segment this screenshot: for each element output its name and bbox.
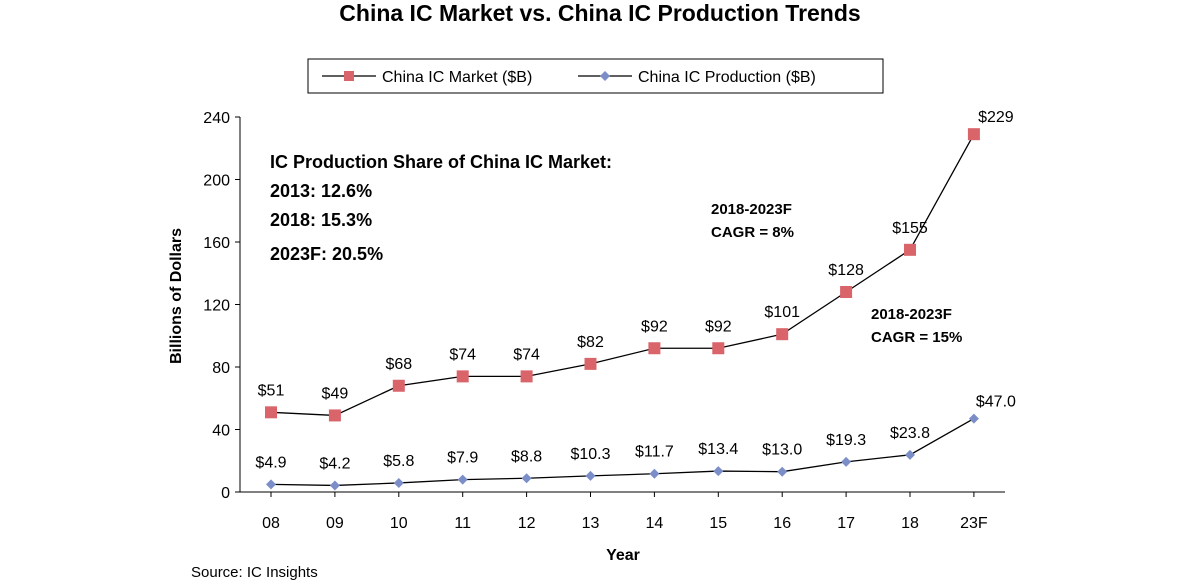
legend-production-label: China IC Production ($B) <box>638 69 816 86</box>
x-tick-label: 16 <box>773 515 791 532</box>
series-market-point <box>265 406 277 419</box>
x-tick-label: 17 <box>837 515 855 532</box>
series-market-data-label: $51 <box>258 382 285 399</box>
x-tick-label: 18 <box>901 515 919 532</box>
legend-market-label: China IC Market ($B) <box>382 69 532 86</box>
series-market-point <box>904 243 916 256</box>
series-production-data-label: $13.0 <box>762 442 802 459</box>
series-production-data-label: $4.9 <box>255 454 286 471</box>
y-ticks: 0 40 80 120 160 200 240 <box>203 110 240 502</box>
series-market-data-label: $49 <box>322 385 349 402</box>
y-axis-title: Billions of Dollars <box>168 228 185 364</box>
series-production-point <box>329 480 340 491</box>
series-market-point <box>840 286 853 298</box>
series-market-point <box>392 379 405 392</box>
series-production-data-label: $19.3 <box>826 432 866 449</box>
y-tick-label: 80 <box>212 360 230 377</box>
annotations: IC Production Share of China IC Market: … <box>270 152 962 346</box>
x-tick-label: 14 <box>646 515 664 532</box>
series-market-data-label: $68 <box>385 356 412 373</box>
y-tick-label: 40 <box>212 423 230 440</box>
series-production-data-label: $11.7 <box>635 444 674 461</box>
series-production-point <box>713 466 724 477</box>
market-cagr-period: 2018-2023F <box>711 201 792 218</box>
series-market-data-label: $92 <box>641 318 668 335</box>
series-market-point <box>776 328 789 341</box>
production-cagr-period: 2018-2023F <box>871 306 952 323</box>
x-tick-label: 12 <box>518 515 536 532</box>
series-production-point <box>266 479 276 490</box>
series-production-data-label: $10.3 <box>570 446 610 463</box>
series-production-data-label: $4.2 <box>319 455 350 472</box>
production-cagr-value: CAGR = 15% <box>871 329 962 346</box>
series-production-line <box>270 417 975 487</box>
x-tick-label: 15 <box>709 515 727 532</box>
y-tick-label: 0 <box>221 485 230 502</box>
series-market-data-label: $229 <box>978 109 1014 126</box>
source-note: Source: IC Insights <box>191 564 318 581</box>
series-production-data-label: $7.9 <box>447 450 478 467</box>
series-production: $4.9 $4.2 $5.8 $7.9 $8.8 $10.3 $11.7 $13.4 $13.0… <box>255 394 1016 491</box>
series-production-point <box>841 456 852 467</box>
series-market-line <box>270 133 975 417</box>
series-market-point <box>328 409 341 422</box>
series-production-data-label: $8.8 <box>511 448 542 465</box>
legend-market-marker <box>344 71 354 81</box>
share-2013: 2013: 12.6% <box>270 181 372 201</box>
series-production-data-label: $47.0 <box>976 394 1016 411</box>
series-production-data-label: $5.8 <box>383 453 414 470</box>
series-market-point <box>648 342 661 355</box>
series-market-data-label: $128 <box>828 262 864 279</box>
series-market-data-label: $82 <box>577 334 604 351</box>
y-tick-label: 160 <box>203 235 230 252</box>
y-tick-label: 200 <box>203 173 230 190</box>
series-production-data-label: $23.8 <box>890 425 930 442</box>
series-market-point <box>520 370 533 383</box>
y-tick-label: 120 <box>203 298 230 315</box>
x-tick-label: 10 <box>390 515 408 532</box>
x-tick-label: 23F <box>960 515 988 532</box>
series-market-data-label: $74 <box>449 346 476 363</box>
series-market-data-label: $155 <box>892 220 928 237</box>
series-market-data-label: $101 <box>764 304 800 321</box>
series-production-point <box>457 474 468 485</box>
market-cagr-value: CAGR = 8% <box>711 224 794 241</box>
series-production-point <box>521 473 532 484</box>
x-ticks: 08 09 10 11 12 13 14 15 16 17 18 23F <box>262 492 988 532</box>
share-2018: 2018: 15.3% <box>270 210 372 230</box>
legend: China IC Market ($B) China IC Production… <box>307 58 884 94</box>
series-production-point <box>777 466 788 477</box>
series-market-point <box>712 342 725 355</box>
series-production-point <box>649 468 660 479</box>
series-market-data-label: $92 <box>705 318 732 335</box>
series-market-point <box>967 128 980 141</box>
x-tick-label: 08 <box>262 515 280 532</box>
chart-title: China IC Market vs. China IC Production … <box>339 0 860 26</box>
axes: 0 40 80 120 160 200 240 08 09 10 11 12 13 14 15 16 17 18… <box>203 110 1005 532</box>
series-production-point <box>393 477 404 488</box>
series-layer: $51 $49 $68 $74 $74 $82 $92 $92 $101 $128 $155 $229… <box>255 109 1016 491</box>
x-tick-label: 13 <box>582 515 600 532</box>
series-market: $51 $49 $68 $74 $74 $82 $92 $92 $101 $128 $155 $229 <box>258 109 1014 422</box>
share-2023: 2023F: 20.5% <box>270 244 383 264</box>
y-tick-label: 240 <box>203 110 230 127</box>
series-production-point <box>968 413 979 424</box>
series-market-point <box>456 370 469 383</box>
legend-production-marker <box>600 71 610 81</box>
series-production-point <box>585 470 596 481</box>
share-title: IC Production Share of China IC Market: <box>270 152 612 172</box>
series-market-point <box>584 357 597 370</box>
series-production-point <box>905 449 915 460</box>
x-tick-label: 11 <box>454 515 471 532</box>
series-production-data-label: $13.4 <box>698 441 738 458</box>
x-tick-label: 09 <box>326 515 344 532</box>
x-axis-title: Year <box>606 547 640 564</box>
series-market-data-label: $74 <box>513 346 540 363</box>
